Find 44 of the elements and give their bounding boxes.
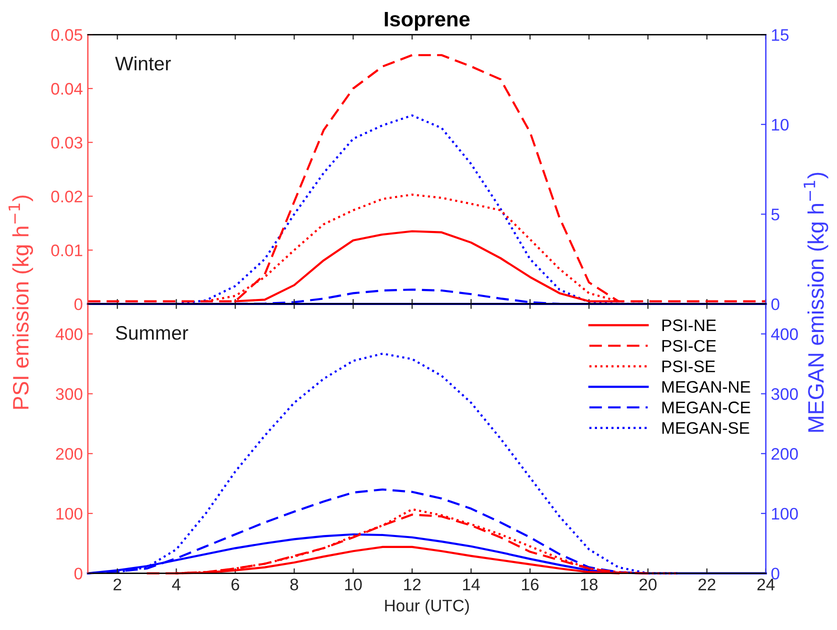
x-axis-title: Hour (UTC) [385, 599, 469, 615]
x-tick-label: 22 [698, 578, 716, 590]
y-tick-label: 0 [74, 568, 82, 580]
y-axis-title: PSI emission (kg h$^{−1}$) [8, 196, 34, 409]
x-tick-label: 6 [231, 578, 240, 590]
y-tick-label: 0.04 [51, 82, 83, 95]
y2-tick-label: 100 [772, 508, 798, 520]
x-tick-label: 24 [757, 578, 775, 590]
y2-tick-label: 0 [771, 298, 780, 310]
x-tick-label: 10 [345, 578, 362, 590]
y2-tick-label: 400 [771, 328, 798, 340]
annotation: Summer [116, 326, 188, 340]
y-tick-label: 0.02 [51, 190, 82, 202]
y2-tick-label: 10 [772, 118, 789, 131]
y-tick-label: 0.01 [51, 244, 82, 256]
y-tick-label: 0.05 [51, 29, 82, 41]
x-tick-label: 2 [114, 578, 122, 590]
y2-tick-label: 300 [771, 388, 798, 400]
y-tick-label: 100 [56, 508, 82, 520]
y2-tick-label: 200 [772, 448, 798, 460]
y-tick-label: 300 [56, 388, 82, 400]
y-tick-label: 0.03 [51, 136, 82, 149]
y2-tick-label: 5 [771, 208, 780, 220]
y-tick-label: 200 [56, 448, 82, 460]
legend-label: PSI-SE [662, 360, 715, 372]
y-tick-label: 400 [56, 328, 82, 340]
x-tick-label: 12 [404, 578, 421, 590]
chart-title: Isoprene [384, 12, 470, 31]
legend-label: MEGAN-CE [662, 402, 750, 414]
legend-label: MEGAN-SE [662, 422, 750, 434]
x-tick-label: 14 [463, 578, 480, 590]
y2-axis-title: MEGAN emission (kg h$^{−1}$) [804, 172, 828, 432]
x-tick-label: 4 [172, 578, 180, 590]
y-tick-label: 0 [74, 298, 82, 310]
annotation: Winter [115, 56, 171, 70]
y2-tick-label: 15 [772, 29, 789, 41]
legend-label: PSI-CE [662, 340, 716, 352]
legend-label: PSI-NE [662, 319, 716, 332]
x-tick-label: 20 [640, 578, 657, 590]
x-tick-label: 8 [290, 578, 298, 590]
x-tick-label: 18 [580, 578, 598, 590]
y2-tick-label: 0 [771, 568, 780, 580]
x-tick-label: 16 [522, 578, 539, 590]
legend-label: MEGAN-NE [662, 381, 750, 393]
